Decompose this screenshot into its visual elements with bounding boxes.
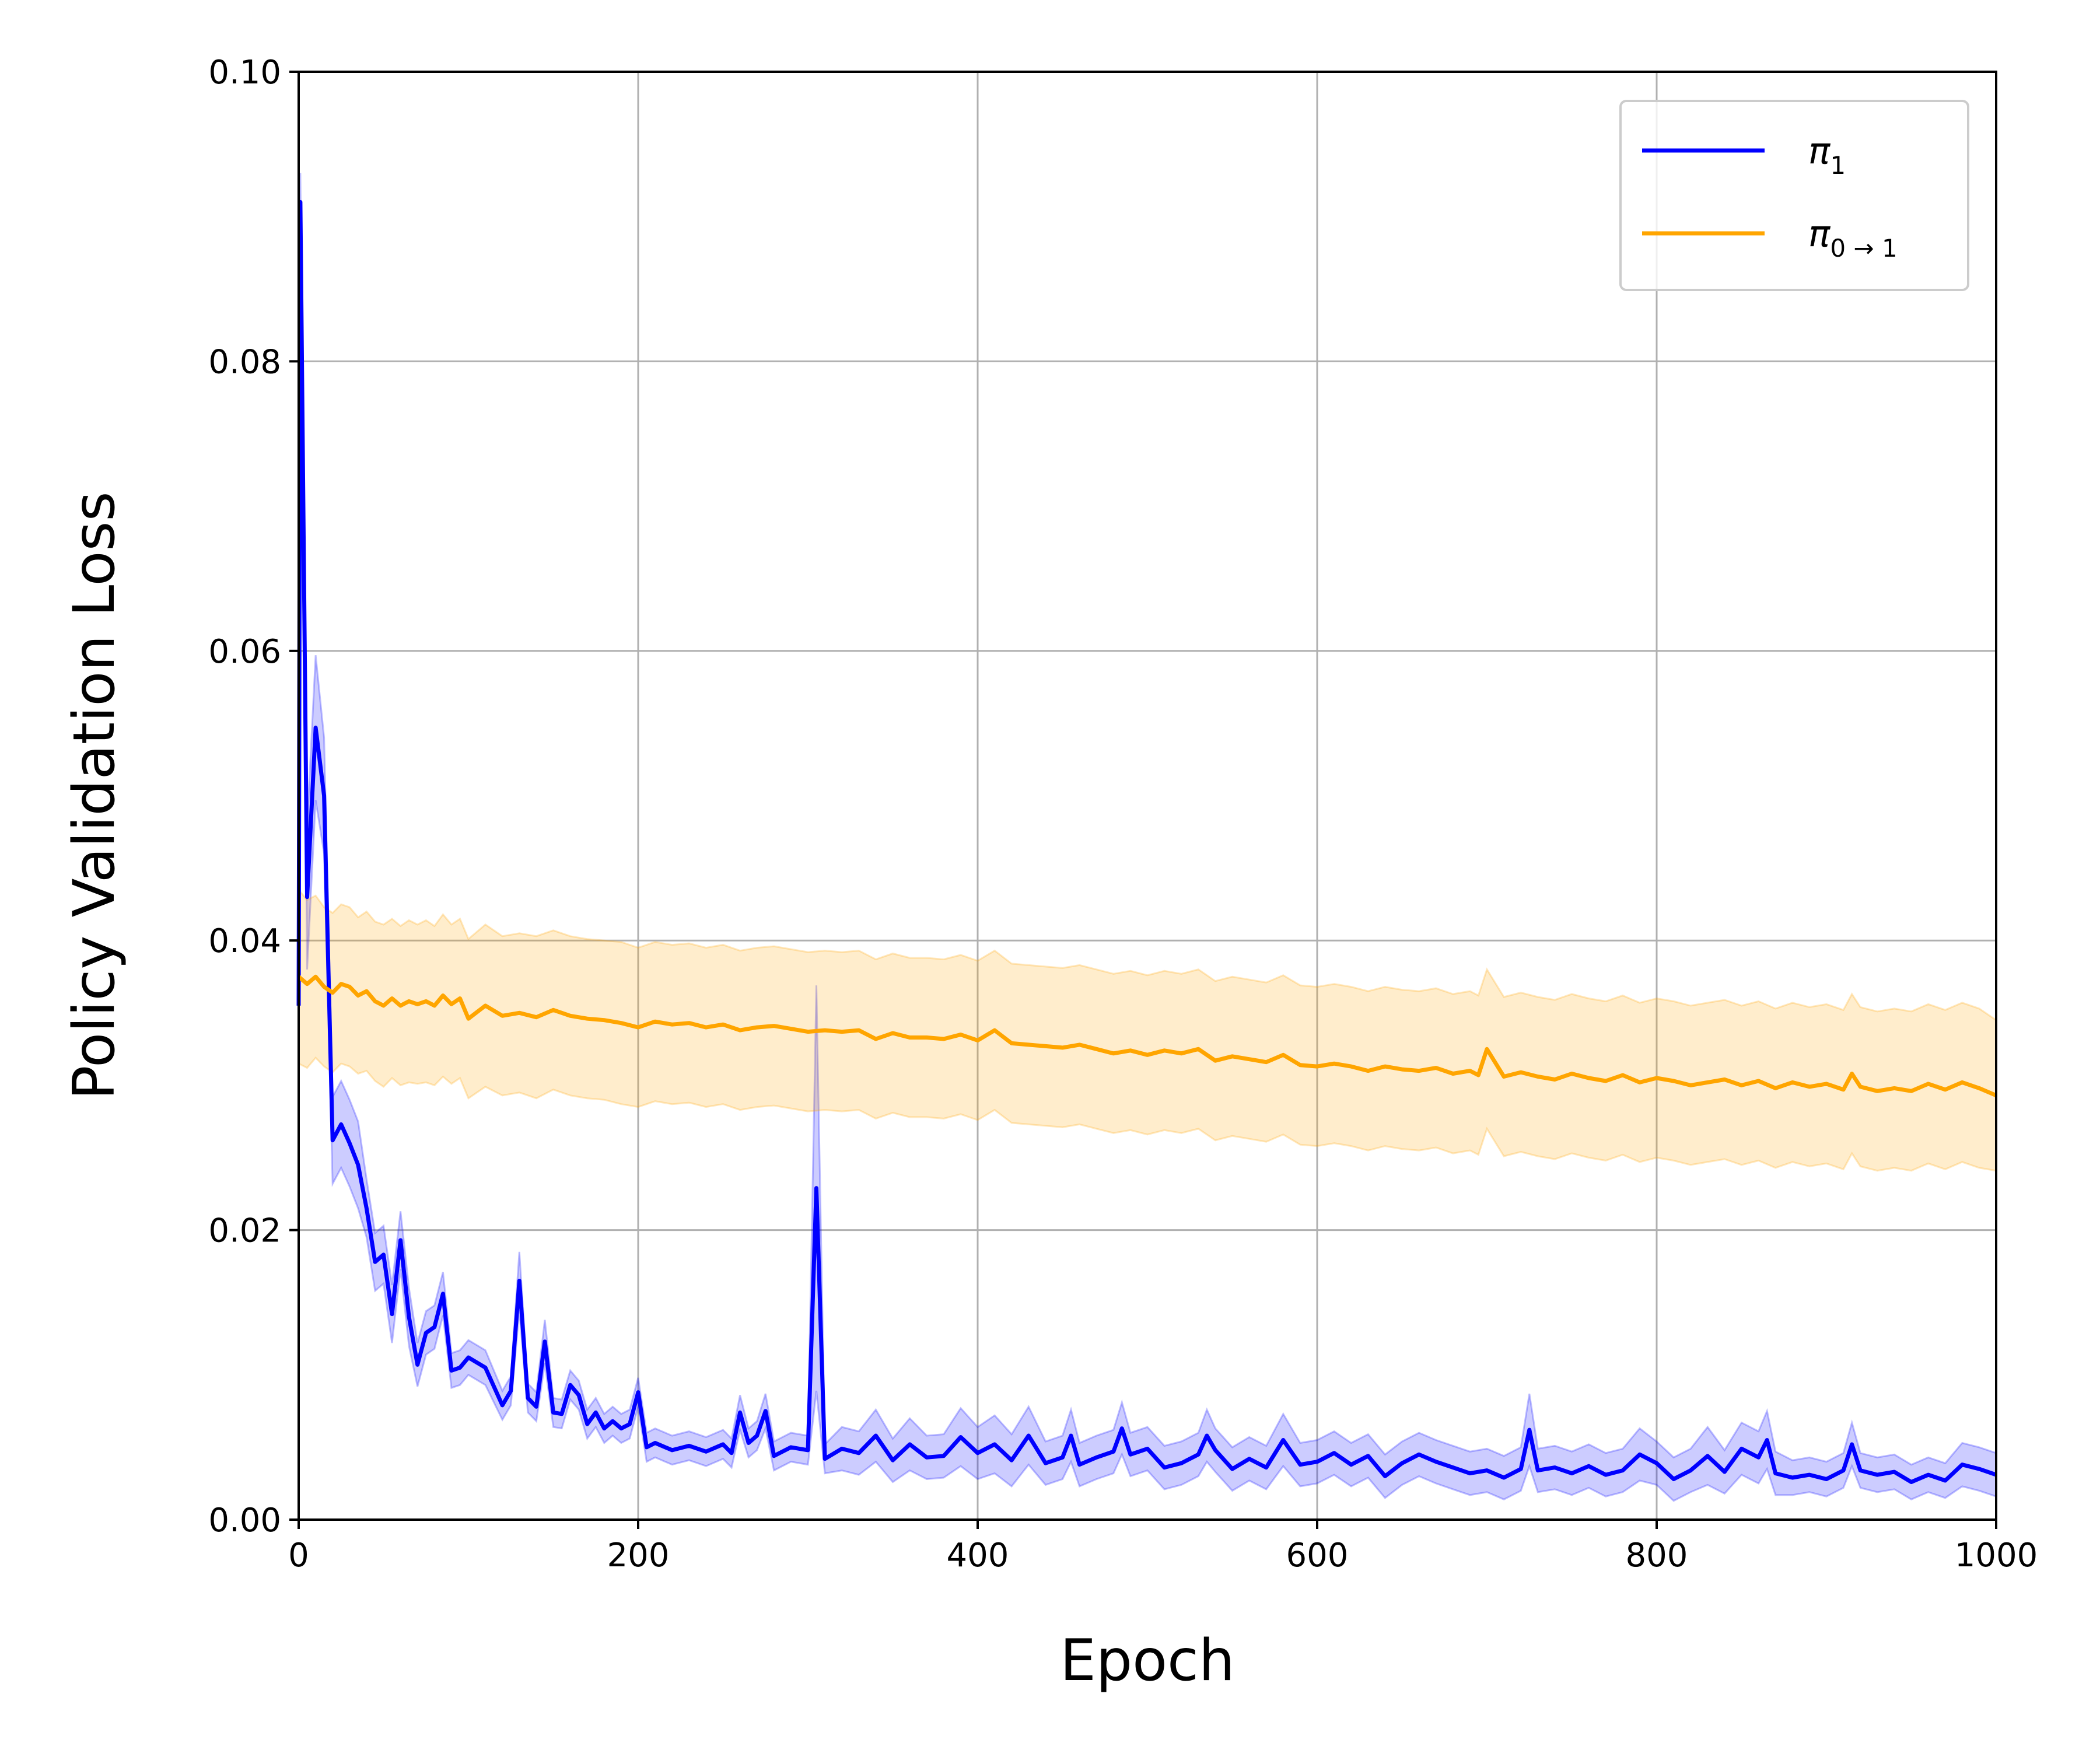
- legend-label-pi-0-to-1: π0 → 1: [1808, 212, 1898, 263]
- tick-layer: 0 200 400 600 800 1000 0.00 0.02 0.04 0.06 0.08 0.1…: [208, 54, 2038, 1574]
- legend-symbol: π: [1808, 130, 1831, 172]
- x-tick-label: 200: [607, 1537, 670, 1574]
- y-tick-label: 0.02: [208, 1212, 281, 1250]
- x-tick-label: 0: [288, 1537, 309, 1574]
- legend-box: [1619, 100, 1969, 291]
- legend-symbol: π: [1808, 212, 1831, 255]
- series-line-layer: [296, 200, 1997, 1484]
- legend-subscript: 1: [1830, 151, 1846, 180]
- legend: π1 π0 → 1: [1619, 100, 1969, 291]
- series-line-1: [297, 974, 1997, 1098]
- x-tick-label: 1000: [1955, 1537, 2038, 1574]
- x-tick-label: 400: [947, 1537, 1009, 1574]
- y-tick-label: 0.06: [208, 633, 281, 671]
- plot-frame: [298, 71, 1997, 1521]
- y-tick-label: 0.10: [208, 54, 281, 92]
- legend-label-pi-1: π1: [1808, 130, 1846, 180]
- legend-subscript: 0 → 1: [1830, 234, 1897, 263]
- y-tick-label: 0.04: [208, 922, 281, 960]
- x-tick-label: 600: [1286, 1537, 1349, 1574]
- series-line-0: [296, 200, 1997, 1484]
- x-tick-label: 800: [1626, 1537, 1688, 1574]
- y-axis-title: Policy Validation Loss: [61, 491, 128, 1100]
- y-tick-label: 0.00: [208, 1502, 281, 1539]
- y-tick-label: 0.08: [208, 343, 281, 381]
- grid-layer: [298, 71, 1997, 1521]
- x-axis-title: Epoch: [1060, 1628, 1235, 1694]
